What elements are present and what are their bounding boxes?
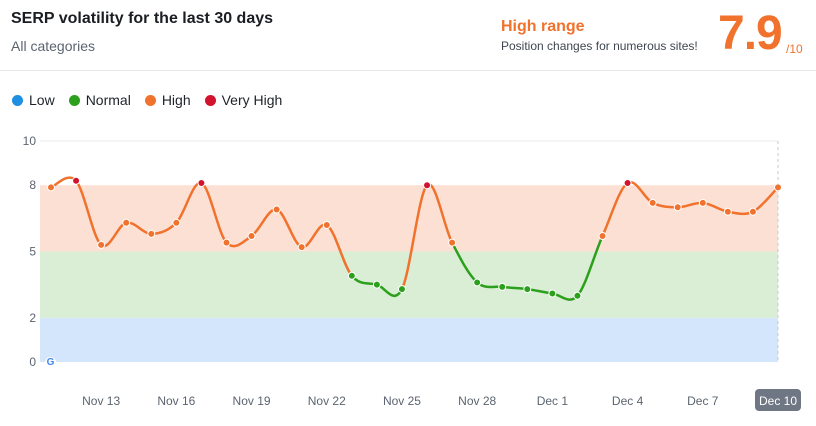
x-tick-label: Nov 19 (233, 394, 271, 408)
data-point (122, 218, 131, 227)
legend-label-normal: Normal (85, 92, 131, 108)
band-high (40, 185, 778, 252)
legend-item-low[interactable]: Low (12, 92, 55, 108)
data-point (723, 207, 732, 216)
legend-label-low: Low (29, 92, 55, 108)
chart-header: SERP volatility for the last 30 days All… (0, 0, 816, 71)
legend-label-high: High (161, 92, 191, 108)
data-point (573, 291, 582, 300)
y-tick-label: 2 (29, 311, 36, 325)
series-segment (576, 234, 604, 297)
y-tick-label: 5 (29, 245, 36, 259)
x-tick-label: Nov 22 (308, 394, 346, 408)
range-label: High range (501, 18, 585, 35)
data-point (97, 240, 106, 249)
data-point (297, 243, 306, 252)
data-point (272, 205, 281, 214)
data-point (748, 207, 757, 216)
band-low (40, 317, 778, 362)
x-tick-label: Dec 4 (612, 394, 644, 408)
data-point (673, 203, 682, 212)
x-tick-selected-bg (755, 389, 801, 411)
legend-dot-normal (68, 94, 80, 106)
data-point (523, 285, 532, 294)
x-tick-label: Nov 13 (82, 394, 120, 408)
legend-item-high[interactable]: High (144, 92, 191, 108)
legend-dot-very-high (204, 94, 216, 106)
legend-item-normal[interactable]: Normal (68, 92, 131, 108)
y-tick-label: 10 (23, 134, 37, 148)
data-point (72, 176, 81, 185)
y-tick-label: 0 (29, 355, 36, 369)
google-icon: G (45, 357, 56, 368)
data-point (598, 232, 607, 241)
data-point (423, 181, 432, 190)
data-point (698, 198, 707, 207)
data-point (347, 271, 356, 280)
data-point (247, 232, 256, 241)
legend-dot-low (12, 94, 23, 106)
data-point (397, 285, 406, 294)
data-point (322, 220, 331, 229)
data-point (448, 238, 457, 247)
legend-item-very-high[interactable]: Very High (204, 92, 283, 108)
volatility-score: 7.9 (718, 7, 783, 60)
range-description: Position changes for numerous sites! (501, 39, 698, 53)
chart-legend: Low Normal High Very High (12, 92, 282, 108)
data-point (473, 278, 482, 287)
x-tick-label: Dec 7 (687, 394, 719, 408)
legend-dot-high (144, 94, 156, 106)
data-point (498, 282, 507, 291)
data-point (147, 229, 156, 238)
data-point (648, 198, 657, 207)
score-max: /10 (786, 42, 803, 56)
data-point (47, 183, 55, 192)
x-tick-label: Nov 28 (458, 394, 496, 408)
x-tick-label: Dec 1 (537, 394, 569, 408)
x-tick-label: Nov 25 (383, 394, 421, 408)
data-point (774, 183, 782, 192)
x-tick-label: Nov 16 (157, 394, 195, 408)
page-title: SERP volatility for the last 30 days (11, 10, 274, 27)
data-point (172, 218, 181, 227)
data-point (372, 280, 381, 289)
data-point (197, 178, 206, 187)
x-tick-label-selected: Dec 10 (759, 394, 797, 408)
data-point (222, 238, 231, 247)
legend-label-very-high: Very High (221, 92, 283, 108)
series-segment (400, 183, 429, 291)
data-point (623, 178, 632, 187)
category-filter[interactable]: All categories (11, 38, 96, 54)
data-point (548, 289, 557, 298)
y-tick-label: 8 (29, 178, 36, 192)
